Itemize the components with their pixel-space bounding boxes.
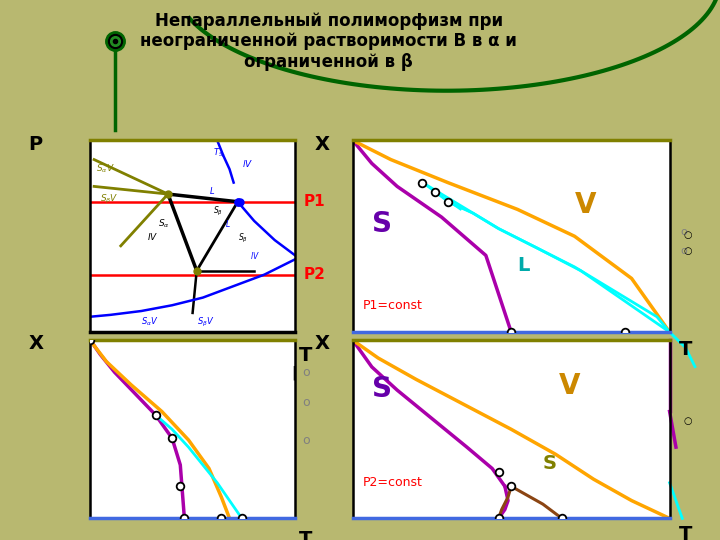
Text: L: L — [518, 256, 530, 275]
Text: $lV$: $lV$ — [242, 158, 253, 169]
Text: $lV$: $lV$ — [250, 250, 260, 261]
Text: T: T — [679, 525, 693, 540]
Text: $S_βV$: $S_βV$ — [100, 193, 119, 206]
Text: S: S — [543, 454, 557, 472]
Text: $S_β$: $S_β$ — [213, 205, 223, 218]
Text: $S_αV$: $S_αV$ — [96, 162, 115, 174]
Text: $S_αV$: $S_αV$ — [141, 315, 159, 328]
Text: o: o — [680, 227, 688, 237]
Text: |: | — [292, 366, 296, 380]
Text: ○: ○ — [683, 230, 692, 240]
Text: X: X — [315, 135, 330, 154]
Text: o: o — [680, 246, 688, 256]
Text: T: T — [300, 530, 312, 540]
Text: ○: ○ — [683, 246, 692, 256]
Text: $T_{S_2}$: $T_{S_2}$ — [213, 147, 226, 160]
Text: o: o — [302, 434, 310, 447]
Text: S: S — [372, 375, 392, 403]
Text: $S_α$: $S_α$ — [158, 218, 169, 230]
Text: V: V — [559, 372, 580, 400]
Text: X: X — [29, 334, 43, 353]
Text: $S_β$: $S_β$ — [238, 232, 248, 245]
Text: V: V — [575, 191, 596, 219]
Text: o: o — [302, 396, 310, 409]
Text: P1=const: P1=const — [362, 299, 422, 312]
Text: $L$: $L$ — [225, 218, 231, 228]
Text: ○: ○ — [683, 416, 692, 426]
Text: S: S — [372, 211, 392, 239]
Text: P1: P1 — [303, 194, 325, 209]
Text: T: T — [300, 346, 312, 365]
Text: P2: P2 — [303, 267, 325, 282]
Text: $IV$: $IV$ — [148, 231, 159, 242]
Text: Непараллельный полиморфизм при
неограниченной растворимости В в α и
ограниченной: Непараллельный полиморфизм при неогранич… — [140, 12, 517, 71]
Text: o: o — [302, 366, 310, 379]
Text: X: X — [315, 334, 330, 353]
Text: $S_βV$: $S_βV$ — [197, 316, 215, 329]
Text: P2=const: P2=const — [362, 476, 422, 489]
Text: T: T — [679, 340, 693, 359]
Text: $L$: $L$ — [209, 185, 215, 196]
Text: P: P — [29, 135, 42, 154]
